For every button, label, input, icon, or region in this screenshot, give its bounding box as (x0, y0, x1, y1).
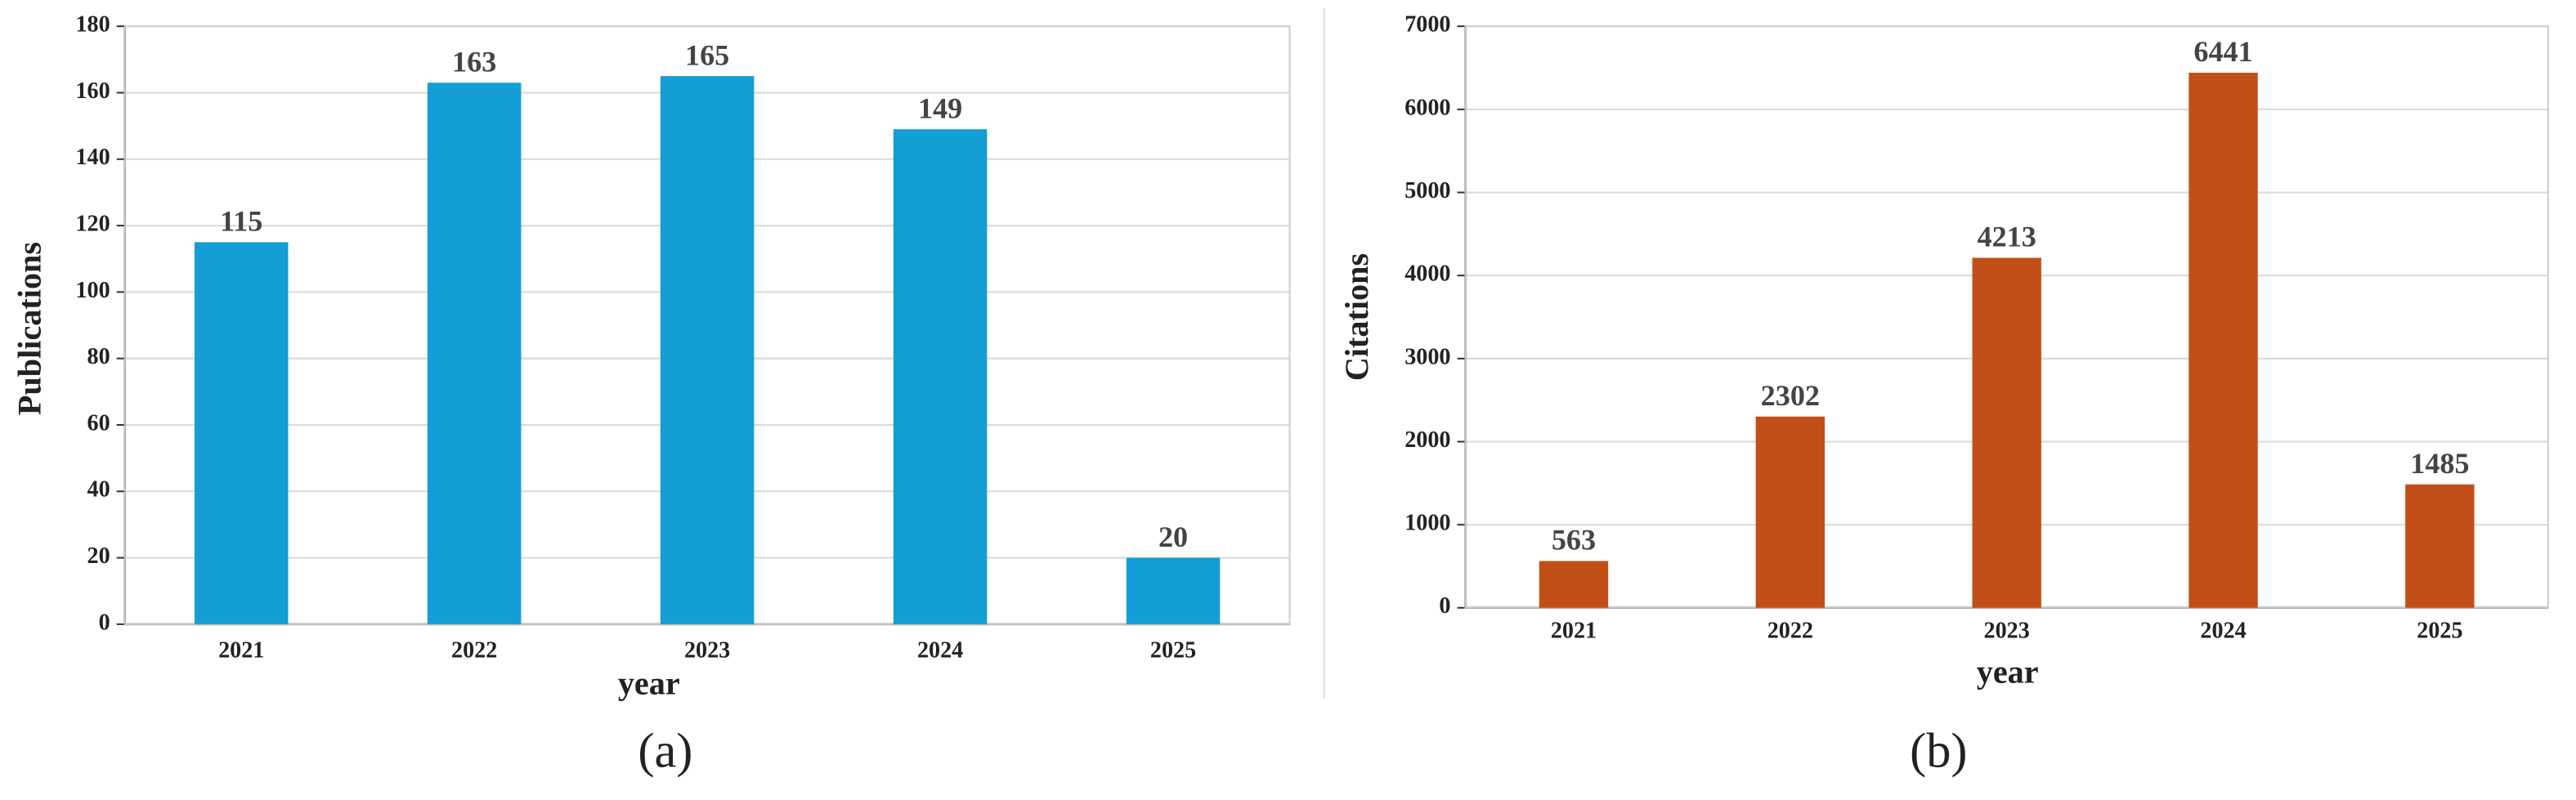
y-tick-label: 4000 (1404, 261, 1450, 287)
y-tick-label: 7000 (1404, 12, 1450, 38)
x-tick-label: 2024 (2200, 618, 2246, 643)
y-tick-label: 0 (1439, 593, 1450, 619)
value-label: 4213 (1978, 221, 2036, 253)
y-axis-label: Publications (11, 242, 47, 415)
bar (2188, 72, 2258, 608)
bar (2405, 484, 2475, 608)
y-tick-label: 60 (87, 410, 110, 436)
x-tick-label: 2024 (917, 638, 963, 664)
y-tick-label: 160 (75, 78, 110, 104)
y-tick-label: 80 (87, 344, 110, 369)
bar (1539, 561, 1609, 608)
bar (1126, 557, 1221, 624)
value-label: 2302 (1761, 379, 1820, 412)
y-tick-label: 6000 (1404, 95, 1450, 120)
x-tick-label: 2025 (1150, 638, 1196, 664)
value-label: 20 (1158, 521, 1188, 553)
value-label: 149 (918, 92, 962, 124)
caption: (a) (638, 724, 692, 779)
value-label: 163 (452, 45, 496, 78)
value-label: 563 (1552, 524, 1596, 556)
y-axis-label: Citations (1338, 253, 1375, 381)
y-tick-label: 2000 (1404, 427, 1450, 453)
x-tick-label: 2021 (218, 638, 264, 664)
y-tick-label: 1000 (1404, 511, 1450, 536)
bar (427, 83, 522, 624)
x-tick-label: 2022 (1767, 618, 1813, 643)
bar (893, 129, 988, 624)
value-label: 1485 (2410, 447, 2469, 480)
value-label: 115 (220, 205, 262, 238)
x-axis-label: year (618, 665, 680, 702)
y-tick-label: 0 (99, 610, 110, 635)
x-tick-label: 2025 (2417, 618, 2462, 643)
bar (660, 76, 755, 624)
x-tick-label: 2022 (451, 638, 497, 664)
y-tick-label: 3000 (1404, 344, 1450, 369)
value-label: 6441 (2193, 35, 2252, 68)
caption: (b) (1910, 724, 1967, 779)
y-tick-label: 20 (87, 543, 110, 569)
y-tick-label: 100 (75, 278, 110, 303)
bar (1972, 257, 2041, 608)
y-tick-label: 140 (75, 145, 110, 170)
y-tick-label: 180 (75, 12, 110, 38)
x-tick-label: 2023 (1984, 618, 2030, 643)
x-tick-label: 2021 (1551, 618, 1597, 643)
x-axis-label: year (1977, 653, 2039, 690)
value-label: 165 (685, 38, 729, 71)
y-tick-label: 5000 (1404, 178, 1450, 203)
y-tick-label: 40 (87, 477, 110, 503)
y-tick-label: 120 (75, 212, 110, 237)
bar (194, 242, 289, 624)
x-tick-label: 2023 (684, 638, 730, 664)
bar (1755, 416, 1826, 608)
